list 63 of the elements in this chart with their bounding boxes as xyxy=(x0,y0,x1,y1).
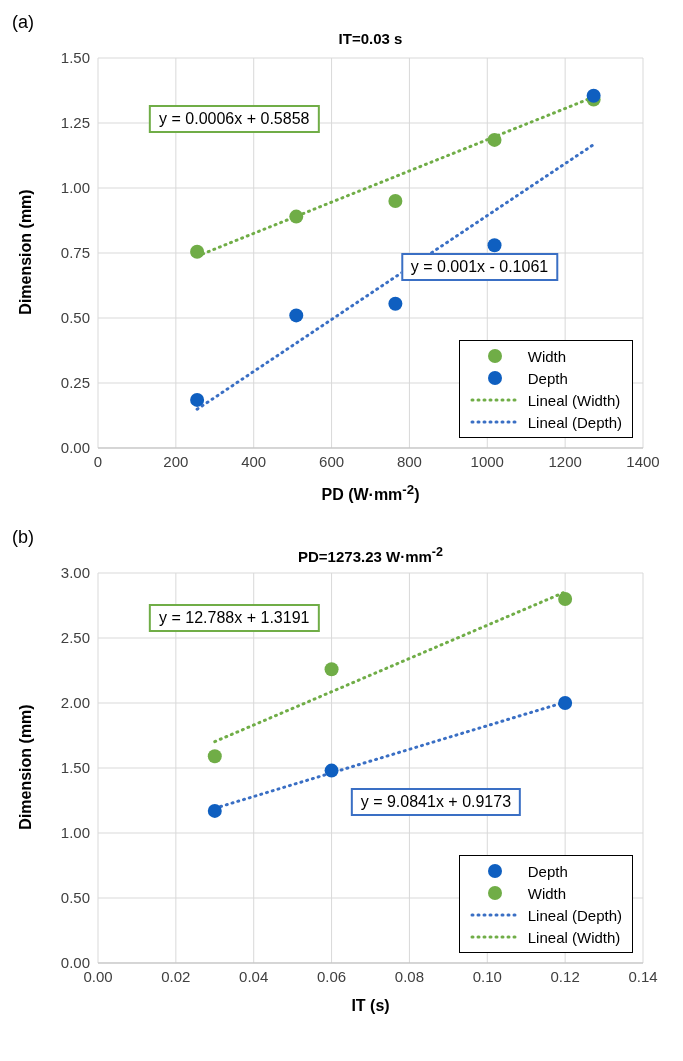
x-tick-label: 400 xyxy=(241,452,267,470)
x-tick-label: 800 xyxy=(396,452,422,470)
y-tick-label: 0.50 xyxy=(60,309,90,327)
x-tick-label: 0.02 xyxy=(161,967,191,985)
point xyxy=(388,296,403,311)
x-axis-title: PD (W·mm$^{-2}$) xyxy=(320,482,421,505)
point xyxy=(190,392,205,407)
legend-label: Lineal (Depth) xyxy=(527,413,622,431)
point xyxy=(289,308,304,323)
point xyxy=(289,209,304,224)
legend-label: Lineal (Depth) xyxy=(527,906,622,924)
legend-label: Width xyxy=(527,884,567,902)
x-tick-label: 0 xyxy=(93,452,103,470)
y-tick-label: 0.50 xyxy=(60,889,90,907)
y-axis-title: Dimension (mm) xyxy=(17,703,35,832)
point xyxy=(190,244,205,259)
y-tick-label: 2.00 xyxy=(60,694,90,712)
legend-label: Depth xyxy=(527,369,568,387)
point xyxy=(558,696,573,710)
y-tick-label: 2.50 xyxy=(60,629,90,647)
y-tick-label: 1.50 xyxy=(60,49,90,67)
y-tick-label: 1.25 xyxy=(60,114,90,132)
legend-label: Width xyxy=(527,347,567,365)
legend-label: Depth xyxy=(527,862,568,880)
y-tick-label: 1.50 xyxy=(60,759,90,777)
point xyxy=(388,194,403,208)
y-axis-title: Dimension (mm) xyxy=(17,188,35,317)
x-tick-label: 1400 xyxy=(626,452,660,470)
y-tick-label: 1.00 xyxy=(60,824,90,842)
point xyxy=(586,88,601,103)
annotation: y = 9.0841x + 0.9173 xyxy=(350,787,522,816)
x-tick-label: 0.12 xyxy=(550,967,580,985)
x-tick-label: 1000 xyxy=(470,452,504,470)
point xyxy=(207,749,222,764)
point xyxy=(324,662,339,677)
chart-title: PD=1273.23 W·mm$^{-2}$ xyxy=(297,545,444,565)
x-axis-title: IT (s) xyxy=(350,997,391,1015)
point xyxy=(558,592,573,606)
legend-label: Lineal (Width) xyxy=(527,391,621,409)
x-tick-label: 200 xyxy=(163,452,189,470)
annotation: y = 12.788x + 1.3191 xyxy=(149,604,320,633)
annotation: y = 0.001x - 0.1061 xyxy=(400,253,559,281)
point xyxy=(487,238,502,253)
annotation: y = 0.0006x + 0.5858 xyxy=(149,104,320,133)
point xyxy=(324,763,339,778)
x-tick-label: 0.06 xyxy=(316,967,347,985)
x-tick-label: 0.04 xyxy=(239,967,269,985)
x-tick-label: 1200 xyxy=(548,452,582,470)
text: (b) xyxy=(12,527,34,548)
legend-label: Lineal (Width) xyxy=(527,928,621,946)
chart-title: IT=0.03 s xyxy=(337,30,404,47)
x-tick-label: 0.14 xyxy=(628,967,658,985)
y-tick-label: 0.75 xyxy=(60,244,90,262)
point xyxy=(207,803,222,818)
text: (a) xyxy=(12,12,34,33)
x-tick-label: 0.10 xyxy=(472,967,502,985)
x-tick-label: 600 xyxy=(319,452,345,470)
y-tick-label: 3.00 xyxy=(60,564,90,582)
y-tick-label: 0.00 xyxy=(60,439,90,457)
y-tick-label: 0.25 xyxy=(60,374,90,392)
point xyxy=(487,132,502,147)
x-tick-label: 0.08 xyxy=(394,967,425,985)
y-tick-label: 1.00 xyxy=(60,179,90,197)
